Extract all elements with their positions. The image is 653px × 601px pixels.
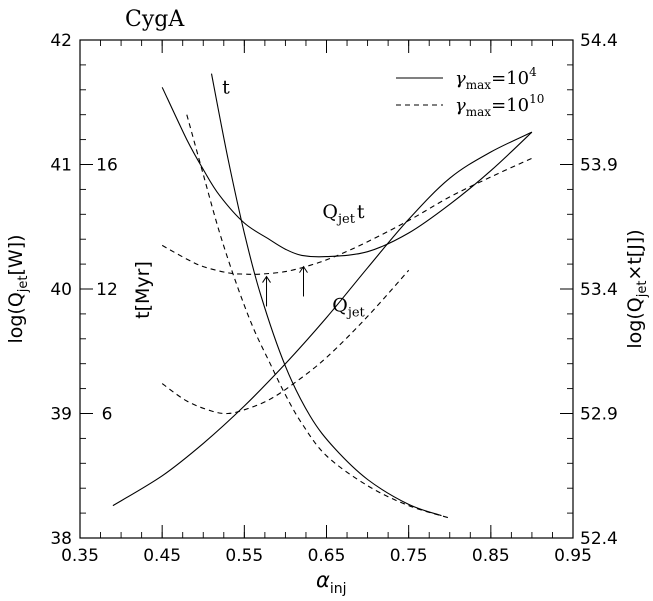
legend-sub: max [466,78,492,92]
x-axis-label: αinj [316,568,347,597]
curve-label-sub: jet [336,212,356,227]
legend-sub: max [466,105,492,119]
t-tick-label: 6 [102,405,113,425]
curve-label-main: Q [322,201,338,223]
series-line-solid-qjet [112,131,533,507]
curve-label-suffix: t [357,201,365,223]
x-tick-label: 0.85 [472,546,510,566]
curve-label-main: t [222,77,230,99]
series-line-dashed-t [186,114,450,519]
curve-label-qjet: Qjet [332,294,365,320]
legend-eq: =10 [491,68,529,89]
x-tick-label: 0.95 [554,546,592,566]
t-tick-label: 12 [96,280,118,300]
x-axis-label-main: α [316,568,330,592]
y-tick-label-right: 54.4 [580,31,618,51]
x-tick-label: 0.45 [143,546,181,566]
curve-label-sub: jet [346,305,366,320]
series-line-dashed-qjet-t [161,157,533,275]
x-tick-label: 0.35 [61,546,99,566]
y-tick-label-right: 52.9 [580,405,618,425]
series-line-solid-qjet-t [161,87,533,258]
y-axis-label-right: log(Qjet×t[J]) [624,229,650,348]
axis-label-part: [W]) [5,234,27,275]
t-tick-label: 16 [96,156,118,176]
axis-ticks [79,39,574,539]
legend-gamma: γ [455,95,466,116]
series-lines [112,73,533,519]
minimum-arrow-head [299,265,308,273]
curve-label-main: Q [332,294,348,316]
y-tick-label-left: 42 [50,31,72,51]
y-tick-label-right: 53.9 [580,156,618,176]
axis-label-sub: jet [16,275,31,293]
chart-title: CygA [125,7,185,32]
tick-labels: 0.35 0.45 0.55 0.65 0.75 0.85 0.95 38 39 40 41 42 52… [50,31,618,566]
legend-label-solid: γmax=104 [455,65,537,92]
y-tick-label-left: 40 [50,280,72,300]
legend-label-dashed: γmax=1010 [455,92,544,119]
y-tick-label-left: 38 [50,529,72,549]
minimum-arrow-head [262,275,271,283]
axis-label-part: log(Q [5,292,27,343]
curve-label-t: t [222,77,230,99]
y-tick-label-right: 52.4 [580,529,618,549]
y-axis-label-left: log(Qjet[W]) [5,234,31,343]
x-tick-label: 0.65 [308,546,346,566]
curve-label-qjett: Qjet t [322,201,365,227]
legend-sup: 10 [529,92,544,106]
y-tick-label-left: 41 [50,156,72,176]
series-line-dashed-qjet [161,269,410,415]
y-tick-label-left: 39 [50,405,72,425]
t-axis-label: t[Myr] [132,261,154,319]
y-tick-label-right: 53.4 [580,280,618,300]
axis-label-part: log(Q [624,297,646,348]
legend-sup: 4 [529,65,537,79]
x-tick-label: 0.75 [390,546,428,566]
x-tick-label: 0.55 [225,546,263,566]
legend-eq: =10 [491,95,529,116]
axis-label-part: ×t[J]) [624,229,646,280]
legend-gamma: γ [455,68,466,89]
series-line-solid-t [210,73,442,517]
x-axis-label-sub: inj [330,581,347,597]
axis-label-sub: jet [635,281,650,299]
